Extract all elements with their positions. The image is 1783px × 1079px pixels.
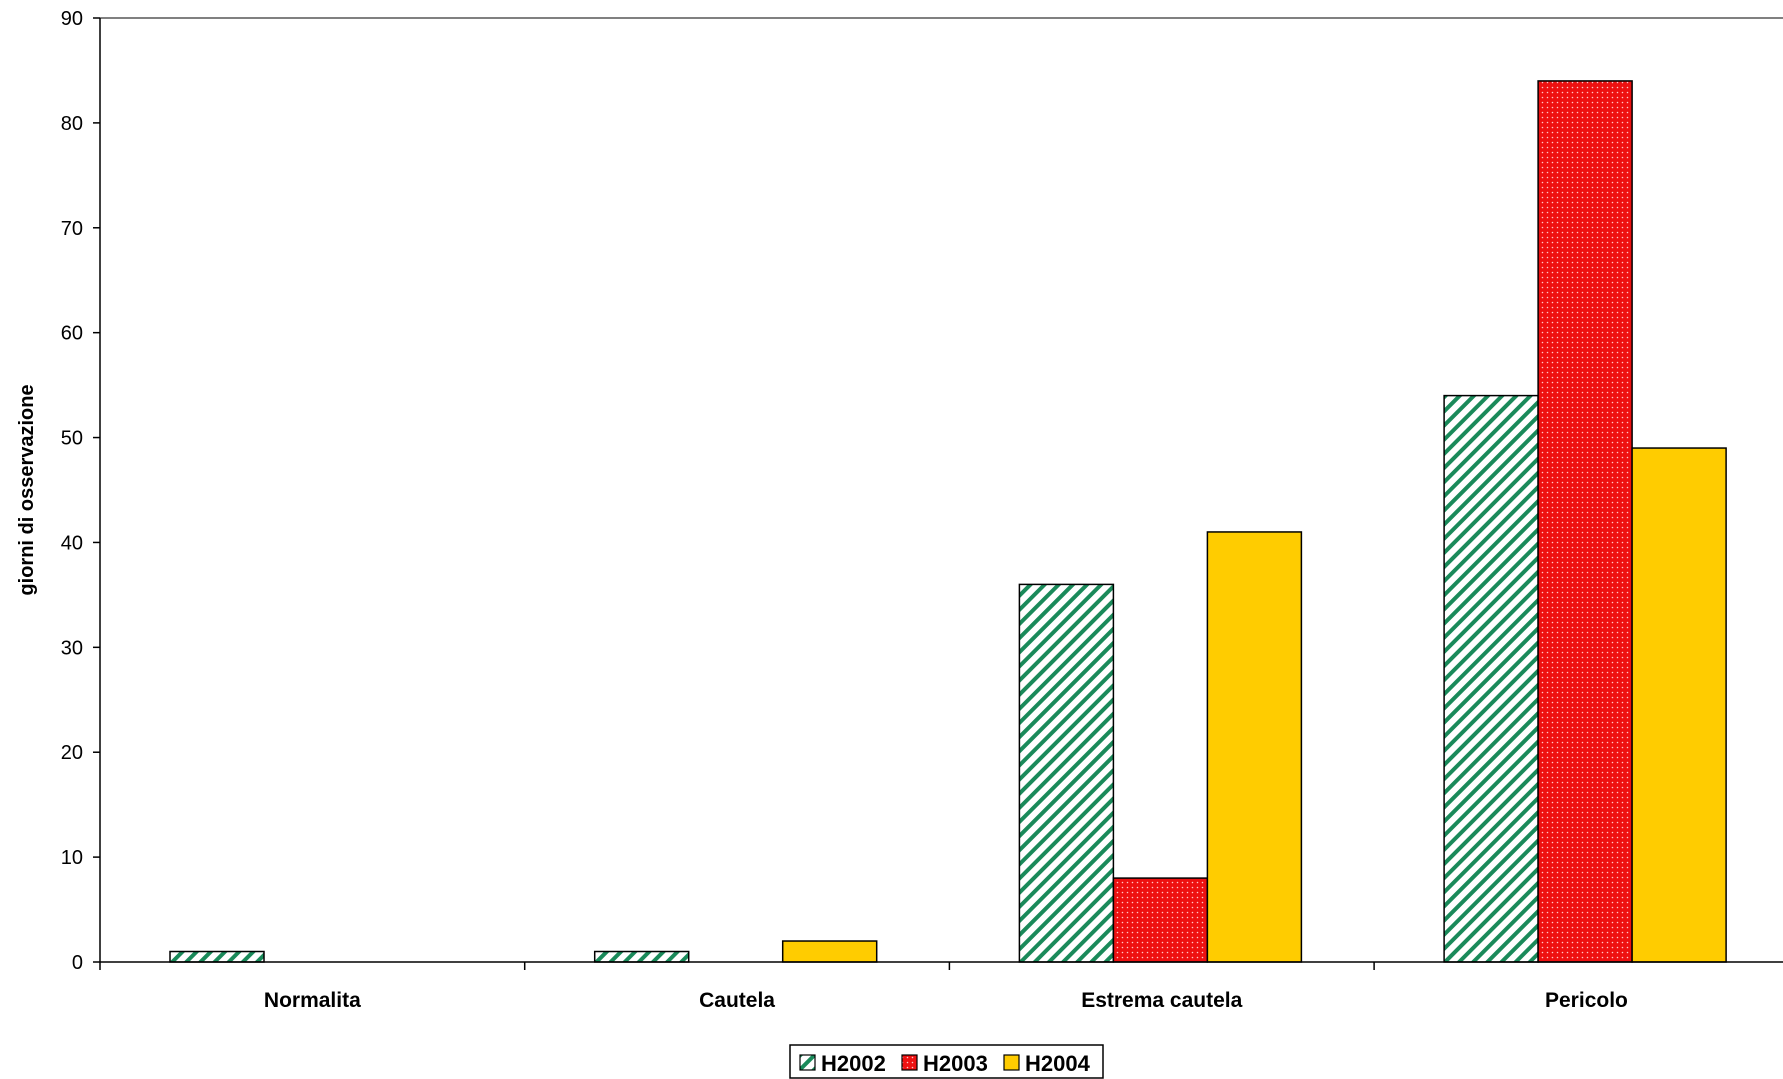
y-tick-label: 0	[72, 952, 83, 974]
bar-h2002-normalita	[169, 950, 265, 963]
bar-h2003-estrema-cautela	[1112, 877, 1209, 963]
legend-label-h2002: H2002	[821, 1051, 886, 1076]
category-label: Normalita	[264, 989, 361, 1012]
y-tick-label: 10	[61, 847, 83, 869]
y-tick-label: 70	[61, 218, 83, 240]
y-tick-label: 50	[61, 428, 83, 450]
bar-h2002-estrema-cautela	[1018, 583, 1115, 963]
category-label: Pericolo	[1545, 989, 1628, 1012]
y-tick-label: 90	[61, 8, 83, 30]
bar-h2002-pericolo	[1443, 394, 1539, 963]
y-axis-label: giorni di osservazione	[16, 384, 38, 595]
legend-swatch-h2004	[1003, 1054, 1020, 1071]
bar-h2004-pericolo	[1631, 447, 1727, 963]
y-tick-label: 30	[61, 637, 83, 659]
bar-h2004-estrema-cautela	[1206, 531, 1303, 963]
legend: H2002 H2003 H2004	[789, 1044, 1104, 1079]
category-label: Cautela	[699, 989, 775, 1012]
y-tick-label: 40	[61, 532, 83, 554]
legend-swatch-h2002	[799, 1054, 816, 1071]
bar-h2004-cautela	[781, 940, 878, 963]
bar-h2002-cautela	[593, 950, 690, 963]
legend-label-h2004: H2004	[1025, 1051, 1091, 1076]
bar-h2003-pericolo	[1537, 80, 1633, 963]
y-tick-label: 20	[61, 742, 83, 764]
y-tick-label: 80	[61, 113, 83, 135]
legend-box	[789, 1044, 1104, 1079]
y-tick-label: 60	[61, 323, 83, 345]
legend-swatch-h2003	[901, 1054, 918, 1071]
legend-label-h2003: H2003	[923, 1051, 988, 1076]
category-label: Estrema cautela	[1081, 989, 1242, 1012]
